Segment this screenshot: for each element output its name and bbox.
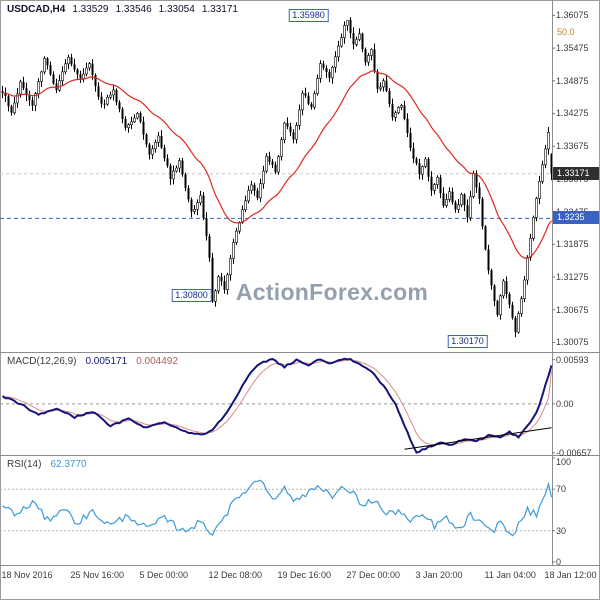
moving-average-line xyxy=(2,70,552,259)
fib-level-label: 50.0 xyxy=(557,27,575,37)
rsi-indicator-label: RSI(14) 62.3770 xyxy=(7,459,87,470)
ohlc-low-value: 1.33054 xyxy=(158,4,195,15)
ohlc-high-value: 1.33546 xyxy=(115,4,152,15)
macd-name: MACD(12,26,9) xyxy=(7,356,77,367)
rsi-name: RSI(14) xyxy=(7,459,42,470)
macd-signal-value: 0.004492 xyxy=(136,356,178,367)
current-price-tag: 1.33171 xyxy=(553,166,599,180)
macd-indicator-label: MACD(12,26,9) 0.005171 0.004492 xyxy=(7,356,178,367)
level-price-tag: 1.3235 xyxy=(553,211,599,225)
ohlc-open-value: 1.33529 xyxy=(72,4,109,15)
watermark: ActionForex.com xyxy=(235,279,429,305)
macd-main-line xyxy=(1,357,553,454)
rsi-line xyxy=(2,479,553,537)
ohlc-close-value: 1.33171 xyxy=(201,4,238,15)
macd-trendline[interactable] xyxy=(404,427,552,450)
macd-main-value: 0.005171 xyxy=(85,356,128,367)
macd-signal-line xyxy=(2,359,552,446)
symbol-timeframe-label: USDCAD,H4 xyxy=(7,4,66,15)
symbol-info-bar: USDCAD,H4 1.33529 1.33546 1.33054 1.3317… xyxy=(7,4,238,15)
bull-candle-bodies xyxy=(13,20,550,333)
rsi-value: 62.3770 xyxy=(50,459,87,470)
